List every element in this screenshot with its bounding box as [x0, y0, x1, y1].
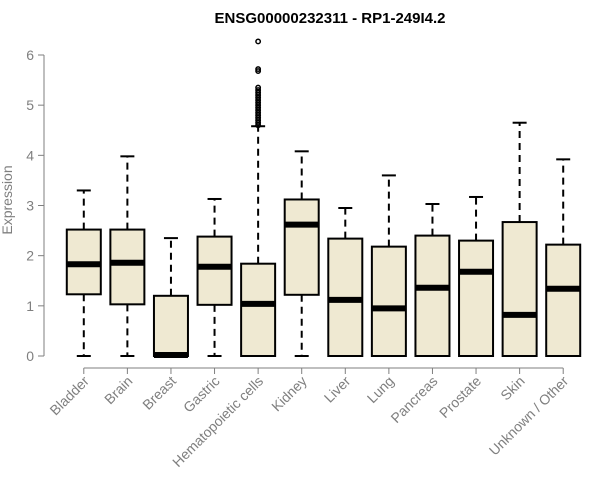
y-tick-label: 6 — [26, 47, 34, 63]
box-iqr — [109, 228, 146, 306]
outlier-point — [255, 68, 262, 75]
x-tick-label: Gastric — [180, 373, 223, 416]
box-group — [240, 38, 277, 357]
box-group — [196, 197, 233, 357]
y-tick-label: 2 — [26, 248, 34, 264]
box-iqr — [414, 234, 451, 358]
box-iqr — [196, 235, 233, 306]
outlier-point — [255, 38, 262, 45]
x-tick-label: Bladder — [46, 373, 92, 419]
box-group — [327, 207, 364, 357]
y-tick-label: 3 — [26, 198, 34, 214]
box-iqr — [501, 221, 538, 357]
box-group — [283, 150, 320, 357]
x-tick-label: Skin — [497, 373, 528, 404]
x-tick-label: Liver — [321, 373, 354, 406]
box-group — [152, 237, 189, 358]
box-group — [458, 195, 495, 357]
x-tick-label: Lung — [364, 373, 397, 406]
box-iqr — [152, 294, 189, 357]
y-tick-label: 0 — [26, 348, 34, 364]
y-axis: 0 1 2 3 4 5 6 — [26, 47, 45, 364]
box-group — [109, 155, 146, 357]
outlier-point — [255, 87, 262, 94]
box-group — [65, 189, 102, 357]
box-group — [414, 202, 451, 358]
y-axis-label: Expression — [0, 165, 15, 234]
chart-title: ENSG00000232311 - RP1-249I4.2 — [215, 10, 446, 27]
box-group — [370, 174, 407, 358]
y-tick-label: 1 — [26, 298, 34, 314]
outlier-point — [255, 66, 262, 72]
x-tick-label: Pancreas — [387, 373, 440, 426]
x-tick-label: Unknown / Other — [486, 373, 572, 459]
x-tick-label: Brain — [101, 373, 135, 407]
box-iqr — [283, 198, 320, 296]
box-iqr — [240, 262, 277, 357]
box-iqr — [370, 245, 407, 358]
x-tick-label: Prostate — [436, 373, 484, 421]
outlier-point — [255, 84, 262, 91]
x-tick-label: Breast — [139, 373, 179, 413]
box-group — [501, 121, 538, 357]
x-tick-label: Kidney — [268, 373, 310, 415]
y-tick-label: 4 — [26, 147, 34, 163]
box-group — [545, 158, 582, 358]
box-series — [65, 38, 582, 358]
box-iqr — [458, 239, 495, 357]
box-iqr — [545, 243, 582, 358]
y-tick-label: 5 — [26, 97, 34, 113]
